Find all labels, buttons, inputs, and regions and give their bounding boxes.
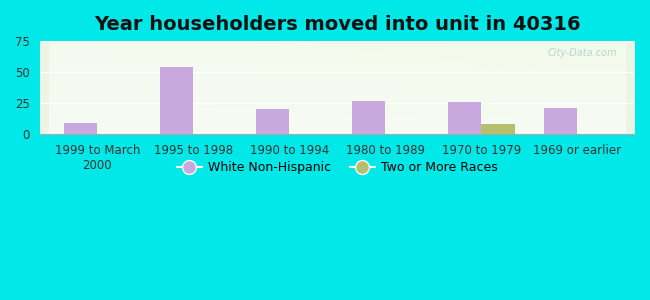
Bar bbox=[64, 123, 98, 134]
Title: Year householders moved into unit in 40316: Year householders moved into unit in 403… bbox=[94, 15, 580, 34]
Bar bbox=[544, 108, 577, 134]
Bar bbox=[482, 124, 515, 134]
Text: City-Data.com: City-Data.com bbox=[547, 48, 617, 58]
Bar bbox=[255, 110, 289, 134]
Bar bbox=[352, 101, 385, 134]
Bar bbox=[160, 67, 193, 134]
Bar bbox=[448, 102, 482, 134]
Legend: White Non-Hispanic, Two or More Races: White Non-Hispanic, Two or More Races bbox=[172, 156, 503, 179]
